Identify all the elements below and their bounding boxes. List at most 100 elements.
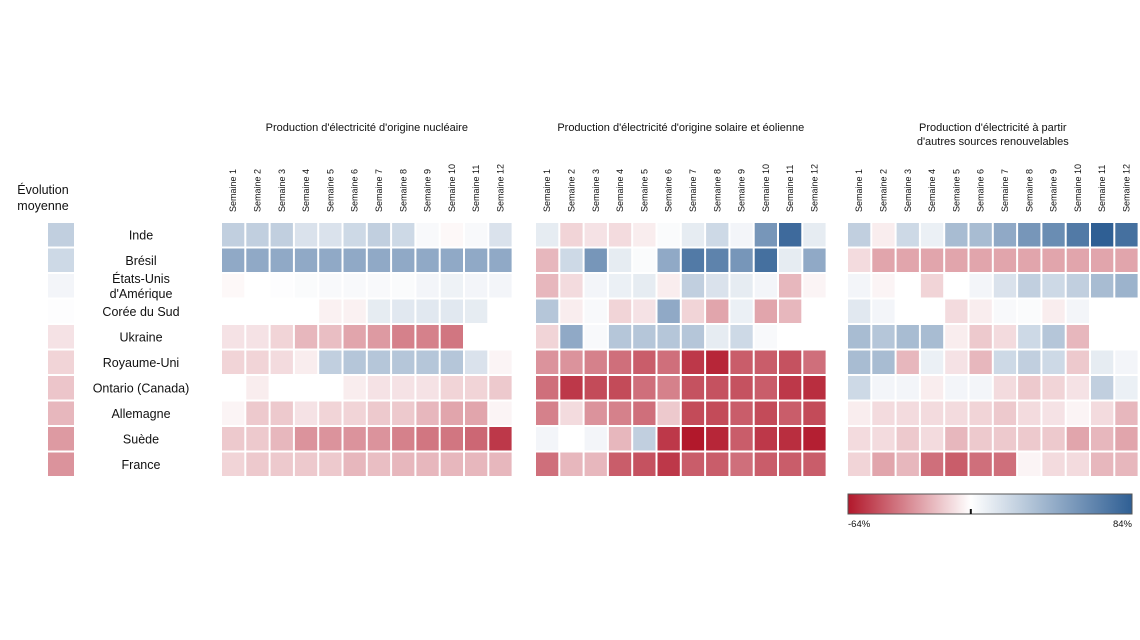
- heatmap-cell: [969, 401, 992, 425]
- heatmap-cell: [1115, 427, 1138, 451]
- heatmap-cell: [319, 274, 342, 298]
- heatmap-cell: [920, 274, 944, 298]
- heatmap-cell: [416, 427, 439, 451]
- heatmap-cell: [1042, 325, 1065, 349]
- heatmap-cell: [848, 274, 871, 298]
- heatmap-cell: [803, 401, 826, 425]
- heatmap-cell: [730, 325, 753, 349]
- country-label: Allemagne: [111, 407, 170, 421]
- heatmap-cell: [848, 452, 871, 476]
- heatmap-cell: [872, 401, 895, 425]
- heatmap-cell: [969, 452, 992, 476]
- heatmap-cell: [536, 274, 559, 298]
- heatmap-cell: [343, 376, 366, 400]
- heatmap-cell: [1091, 350, 1114, 374]
- average-cell: [48, 376, 74, 400]
- heatmap-cell: [779, 248, 802, 272]
- heatmap-cell: [222, 223, 245, 247]
- heatmap-cell: [945, 427, 968, 451]
- country-label: Corée du Sud: [102, 305, 179, 319]
- heatmap-cell: [465, 452, 488, 476]
- heatmap-cell: [270, 376, 293, 400]
- heatmap-cell: [270, 248, 293, 272]
- heatmap-cell: [657, 223, 680, 247]
- heatmap-cell: [730, 223, 753, 247]
- heatmap-cell: [945, 350, 968, 374]
- heatmap-cell: [920, 427, 944, 451]
- week-label: Semaine 10: [447, 164, 457, 212]
- heatmap-cell: [367, 427, 391, 451]
- heatmap-cell: [681, 325, 705, 349]
- heatmap-cell: [536, 350, 559, 374]
- heatmap-cell: [584, 452, 607, 476]
- heatmap-cell: [969, 248, 992, 272]
- heatmap-cell: [920, 248, 944, 272]
- heatmap-cell: [270, 350, 293, 374]
- heatmap-cell: [584, 401, 607, 425]
- week-label: Semaine 9: [1049, 169, 1059, 212]
- heatmap-cell: [1115, 248, 1138, 272]
- heatmap-cell: [1042, 248, 1065, 272]
- average-column-title: Évolution moyenne: [17, 182, 68, 213]
- heatmap-cell: [440, 376, 463, 400]
- week-label: Semaine 2: [252, 169, 262, 212]
- heatmap-cell: [1018, 452, 1041, 476]
- country-label-line: Allemagne: [111, 407, 170, 421]
- heatmap-cell: [969, 274, 992, 298]
- heatmap-cell: [706, 350, 729, 374]
- week-label: Semaine 11: [785, 165, 795, 212]
- heatmap-cell: [730, 248, 753, 272]
- heatmap-cell: [440, 427, 463, 451]
- heatmap-cell: [319, 350, 342, 374]
- heatmap-cell: [681, 274, 705, 298]
- heatmap-cell: [872, 350, 895, 374]
- heatmap-cell: [246, 376, 269, 400]
- heatmap-cell: [584, 325, 607, 349]
- country-label: Suède: [123, 432, 159, 446]
- heatmap-cell: [440, 452, 463, 476]
- heatmap-cell: [730, 350, 753, 374]
- country-label-line: Brésil: [125, 254, 156, 268]
- panel-title-line: d'autres sources renouvelables: [917, 136, 1069, 148]
- heatmap-cell: [536, 376, 559, 400]
- heatmap-cell: [945, 376, 968, 400]
- heatmap-cell: [730, 376, 753, 400]
- heatmap-cell: [730, 427, 753, 451]
- average-cell: [48, 350, 74, 374]
- heatmap-cell: [416, 223, 439, 247]
- heatmap-cell: [633, 248, 656, 272]
- heatmap-cell: [754, 452, 777, 476]
- heatmap-cell: [294, 452, 318, 476]
- week-label: Semaine 3: [277, 169, 287, 212]
- country-label-line: Suède: [123, 432, 159, 446]
- heatmap-cell: [920, 350, 944, 374]
- heatmap-cell: [1042, 223, 1065, 247]
- week-label: Semaine 3: [591, 169, 601, 212]
- heatmap-cell: [993, 401, 1017, 425]
- heatmap-cell: [754, 248, 777, 272]
- heatmap-cell: [416, 376, 439, 400]
- heatmap-cell: [536, 325, 559, 349]
- heatmap-panels: Production d'électricité d'origine nuclé…: [222, 122, 1138, 476]
- heatmap-cell: [222, 376, 245, 400]
- heatmap-cell: [608, 325, 632, 349]
- heatmap-cell: [246, 452, 269, 476]
- heatmap-cell: [489, 427, 512, 451]
- panel-title: Production d'électricité d'origine solai…: [557, 122, 804, 134]
- week-label: Semaine 8: [1024, 169, 1034, 212]
- week-label: Semaine 5: [325, 169, 335, 212]
- country-label: Ontario (Canada): [93, 381, 190, 395]
- heatmap-cell: [706, 452, 729, 476]
- heatmap-cell: [465, 223, 488, 247]
- heatmap-cell: [706, 248, 729, 272]
- heatmap-cell: [416, 248, 439, 272]
- heatmap-cell: [294, 274, 318, 298]
- heatmap-cell: [392, 452, 415, 476]
- heatmap-cell: [681, 223, 705, 247]
- heatmap-cell: [343, 401, 366, 425]
- heatmap-cell: [803, 452, 826, 476]
- heatmap-cell: [657, 401, 680, 425]
- heatmap-cell: [803, 248, 826, 272]
- heatmap-cell: [969, 299, 992, 323]
- heatmap-cell: [872, 325, 895, 349]
